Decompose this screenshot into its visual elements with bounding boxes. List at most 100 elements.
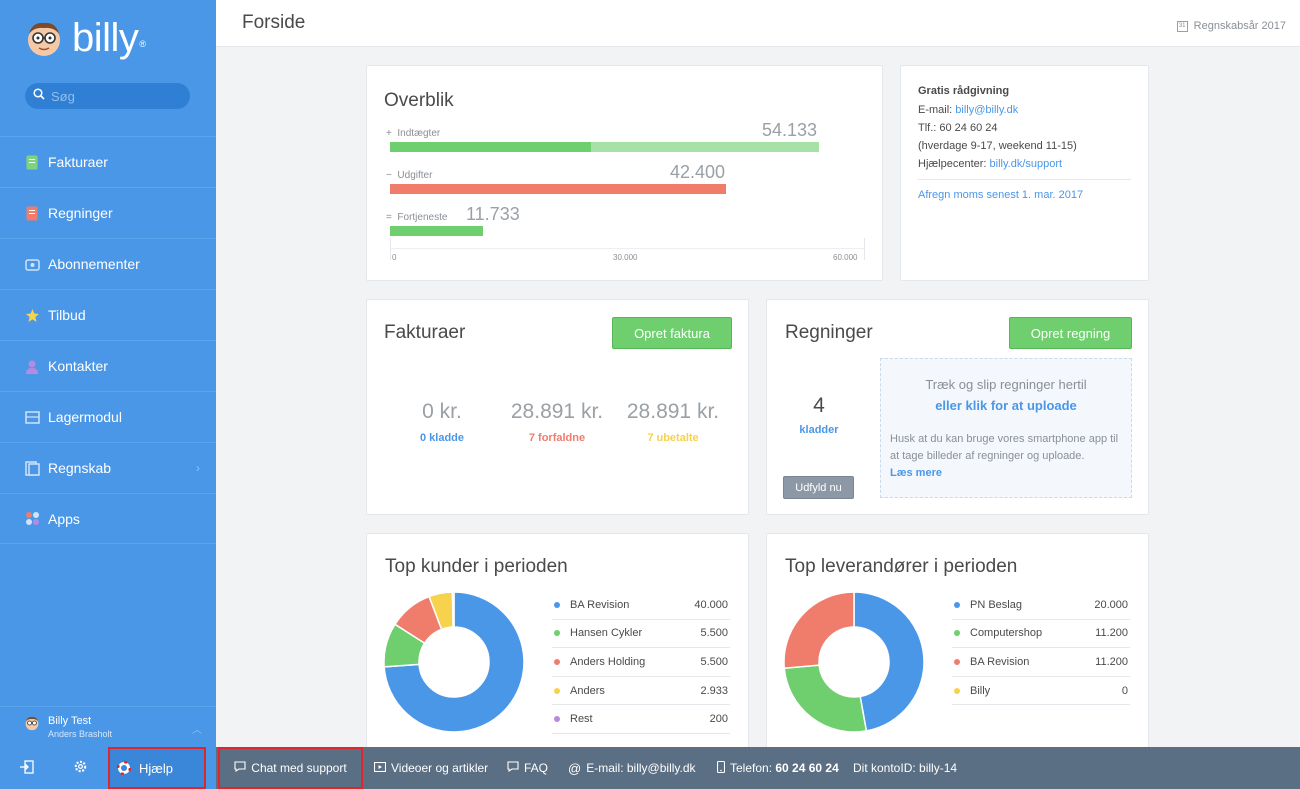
user-switcher[interactable]: Billy Test Anders Brasholt ︿ [0,706,216,746]
legend-dot [554,687,560,694]
top-customers-legend: BA Revision 40.000 Hansen Cykler 5.500 Ander… [552,591,730,734]
chevron-up-icon: ︿ [192,725,202,736]
expenses-label-text: Udgifter [397,170,433,181]
faq-link[interactable]: FAQ [507,747,548,789]
fiscal-year-selector[interactable]: 31 Regnskabsår 2017 [1176,20,1286,32]
footer-phone-number: 60 24 60 24 [775,761,839,775]
create-invoice-button[interactable]: Opret faktura [612,317,732,349]
fiscal-year-label: Regnskabsår 2017 [1193,20,1286,32]
legend-dot [554,716,560,723]
phone-icon [716,760,726,776]
logout-icon [19,759,34,777]
profit-sign: = [386,212,392,223]
top-customers-donut [383,591,525,733]
footer-phone: Telefon: 60 24 60 24 [716,747,839,789]
topbar: Forside 31 Regnskabsår 2017 [216,0,1300,47]
stat-label: 7 ubetalte [647,432,699,444]
sidebar-item-regnskab[interactable]: Regnskab › [0,442,216,493]
advice-email-link[interactable]: billy@billy.dk [955,104,1019,116]
subscription-icon [24,256,40,272]
user-name: Billy Test [48,715,92,727]
lifebuoy-icon [117,761,131,775]
upload-link[interactable]: eller klik for at uploade [935,398,1077,413]
legend-row: Anders 2.933 [552,677,730,706]
legend-dot [954,630,960,637]
legend-value: 5.500 [700,627,728,640]
legend-dot [554,630,560,637]
overview-card: Overblik + Indtægter 54.133 − Udgifter 4… [366,65,883,281]
help-center-link[interactable]: billy.dk/support [989,158,1063,170]
top-suppliers-card: Top leverandører i perioden PN Beslag 20.… [766,533,1149,758]
billy-logo[interactable]: billy ® [24,16,146,60]
logout-button[interactable] [0,747,52,789]
chat-support-button[interactable]: Chat med support [218,747,363,789]
billy-face-icon [24,18,64,58]
invoice-stat-unpaid[interactable]: 28.891 kr. 7 ubetalte [618,400,728,444]
bill-drafts-stat[interactable]: 4 kladder [764,394,874,436]
videos-articles-link[interactable]: Videoer og artikler [373,747,488,789]
legend-value: 11.200 [1095,627,1128,640]
income-bar-paid [390,142,591,152]
sidebar-item-apps[interactable]: Apps [0,493,216,544]
sidebar-item-abonnementer[interactable]: Abonnementer [0,238,216,289]
footer-phone-label: Telefon: [730,761,773,775]
ledger-icon [24,460,40,476]
sidebar-item-fakturaer[interactable]: Fakturaer [0,136,216,187]
contact-icon [24,358,40,374]
star-icon [24,307,40,323]
profit-bar [390,226,483,236]
donut-slice [783,591,855,670]
profit-label: = Fortjeneste [386,212,447,223]
top-customers-title: Top kunder i perioden [385,556,568,577]
vat-deadline-link[interactable]: Afregn moms senest 1. mar. 2017 [918,189,1084,201]
advice-heading: Gratis rådgivning [918,85,1010,97]
sidebar-item-label: Tilbud [48,307,86,323]
registered-mark: ® [139,39,147,49]
donut-slice [853,591,925,732]
bill-upload-dropzone[interactable]: Træk og slip regninger hertil eller klik… [880,358,1132,498]
read-more-link[interactable]: Læs mere [890,467,942,479]
footer-email-link[interactable]: @ E-mail: billy@billy.dk [568,747,696,789]
advice-email-label: E-mail: [918,104,953,116]
fill-now-button[interactable]: Udfyld nu [783,476,854,499]
settings-button[interactable] [54,747,106,789]
expenses-label: − Udgifter [386,170,432,181]
legend-row: BA Revision 11.200 [952,648,1130,677]
stat-amount: 28.891 kr. [626,400,720,423]
free-advice-card: Gratis rådgivning E-mail: billy@billy.dk… [900,65,1149,281]
page-title: Forside [242,12,306,33]
sidebar-item-lagermodul[interactable]: Lagermodul [0,391,216,442]
profit-value: 11.733 [466,204,520,224]
sidebar-item-regninger[interactable]: Regninger [0,187,216,238]
legend-value: 0 [1121,684,1128,697]
stat-amount: 28.891 kr. [510,400,604,423]
footer-email-label: E-mail: billy@billy.dk [586,761,696,775]
legend-value: 200 [709,713,728,726]
invoice-stat-draft[interactable]: 0 kr. 0 kladde [387,400,497,444]
invoice-stat-overdue[interactable]: 28.891 kr. 7 forfaldne [502,400,612,444]
search-icon [33,87,45,105]
sidebar-item-label: Apps [48,510,80,527]
bills-card: Regninger Opret regning 4 kladder Udfyld… [766,299,1149,515]
bill-drafts-count: 4 [813,394,825,417]
create-bill-button[interactable]: Opret regning [1009,317,1132,349]
invoice-icon [24,154,40,170]
help-label: Hjælp [139,760,173,776]
calendar-icon: 31 [1176,20,1188,32]
legend-value: 2.933 [700,684,728,697]
sidebar-item-tilbud[interactable]: Tilbud [0,289,216,340]
expenses-sign: − [386,170,392,181]
advice-hours: (hverdage 9-17, weekend 11-15) [918,140,1077,152]
chat-support-label: Chat med support [251,761,347,775]
chat-icon [234,761,246,775]
sidebar-item-kontakter[interactable]: Kontakter [0,340,216,391]
legend-dot [954,601,960,608]
axis-tick: 0 [392,253,397,262]
top-suppliers-legend: PN Beslag 20.000 Computershop 11.200 BA Revi… [952,591,1130,706]
legend-row: Billy 0 [952,677,1130,706]
sidebar-nav: Fakturaer Regninger Abonnementer Tilbud … [0,136,216,544]
legend-dot [554,601,560,608]
search-box[interactable] [25,83,190,109]
search-input[interactable] [51,88,171,104]
help-button[interactable]: Hjælp [108,747,206,789]
